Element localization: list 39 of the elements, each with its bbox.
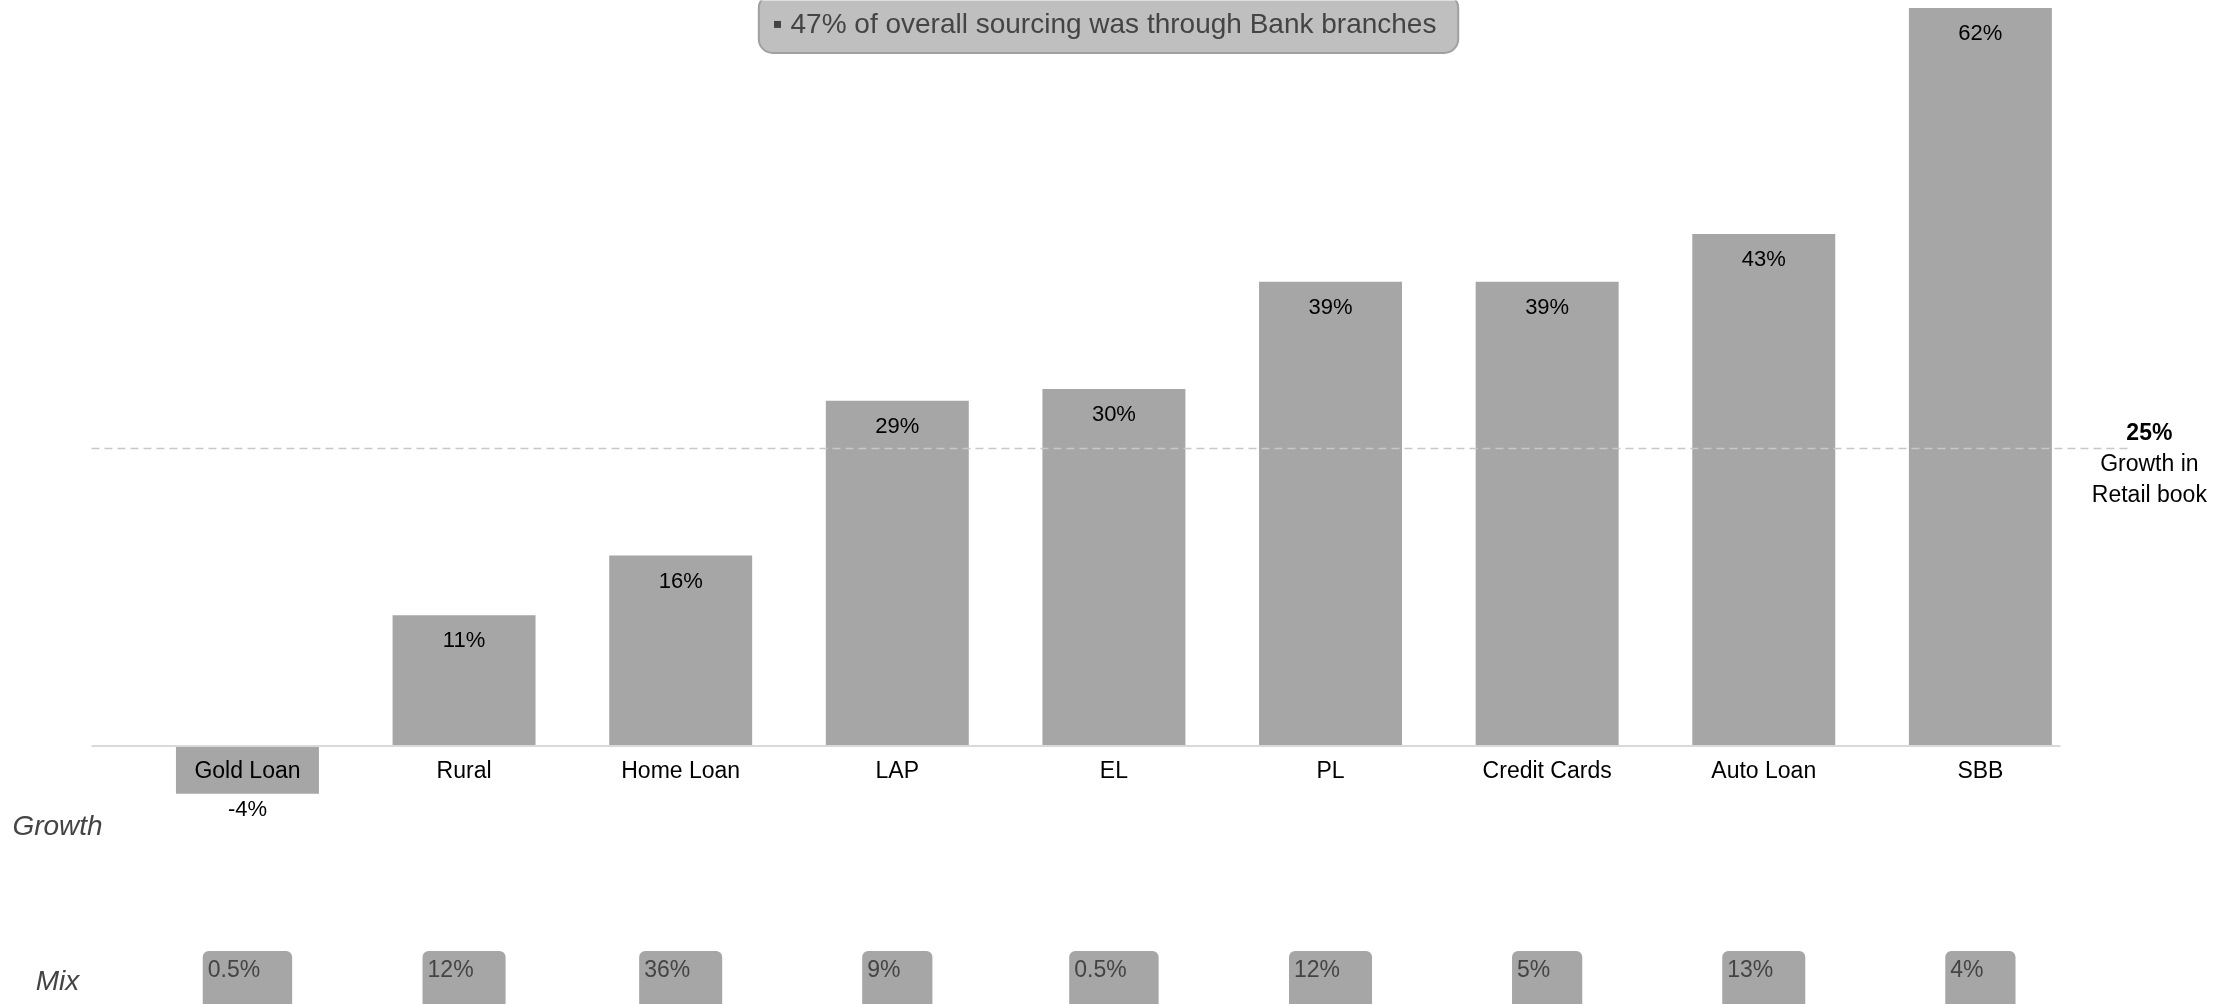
annotation: ▪ 47% of overall sourcing was through Bank branches: [772, 8, 1437, 39]
data-label: 29%: [875, 412, 920, 438]
x-tick-label: SBB: [1957, 757, 2004, 784]
text: 4%: [1950, 956, 1984, 982]
bar: [609, 555, 753, 747]
text: Mix: [35, 965, 81, 996]
bar: [1475, 281, 1619, 747]
data-label: 62%: [1958, 19, 2003, 45]
bar: [1042, 388, 1186, 747]
ref-line-label: 25% Growth in Retail book: [2091, 419, 2208, 508]
text: 0.5%: [1074, 956, 1127, 982]
x-tick-label: Rural: [436, 757, 492, 784]
data-label: 30%: [1091, 400, 1136, 426]
text: 36%: [644, 956, 691, 982]
bar: [1692, 234, 1836, 747]
x-tick-label: PL: [1316, 757, 1345, 784]
data-label: 43%: [1741, 246, 1786, 272]
x-tick-label: Credit Cards: [1482, 757, 1612, 784]
data-label: 11%: [442, 627, 486, 653]
data-label: 39%: [1525, 293, 1570, 319]
data-label: 39%: [1308, 293, 1353, 319]
data-label: -4%: [227, 795, 268, 821]
text: 12%: [427, 956, 474, 982]
text: 0.5%: [207, 956, 261, 982]
x-tick-label: Auto Loan: [1711, 757, 1817, 784]
bar: [1259, 281, 1403, 747]
text: Growth: [12, 810, 103, 841]
x-tick-label: Gold Loan: [194, 757, 301, 784]
x-tick-label: EL: [1099, 757, 1129, 784]
text: 5%: [1517, 956, 1551, 982]
x-tick-label: LAP: [875, 757, 920, 784]
data-label: 16%: [658, 567, 703, 593]
bar: [825, 400, 969, 747]
text: 9%: [867, 956, 901, 982]
bar: [392, 615, 536, 747]
text: 13%: [1727, 956, 1774, 982]
x-tick-label: Home Loan: [621, 757, 741, 784]
text: 12%: [1294, 956, 1341, 982]
bar: [1908, 7, 2052, 747]
